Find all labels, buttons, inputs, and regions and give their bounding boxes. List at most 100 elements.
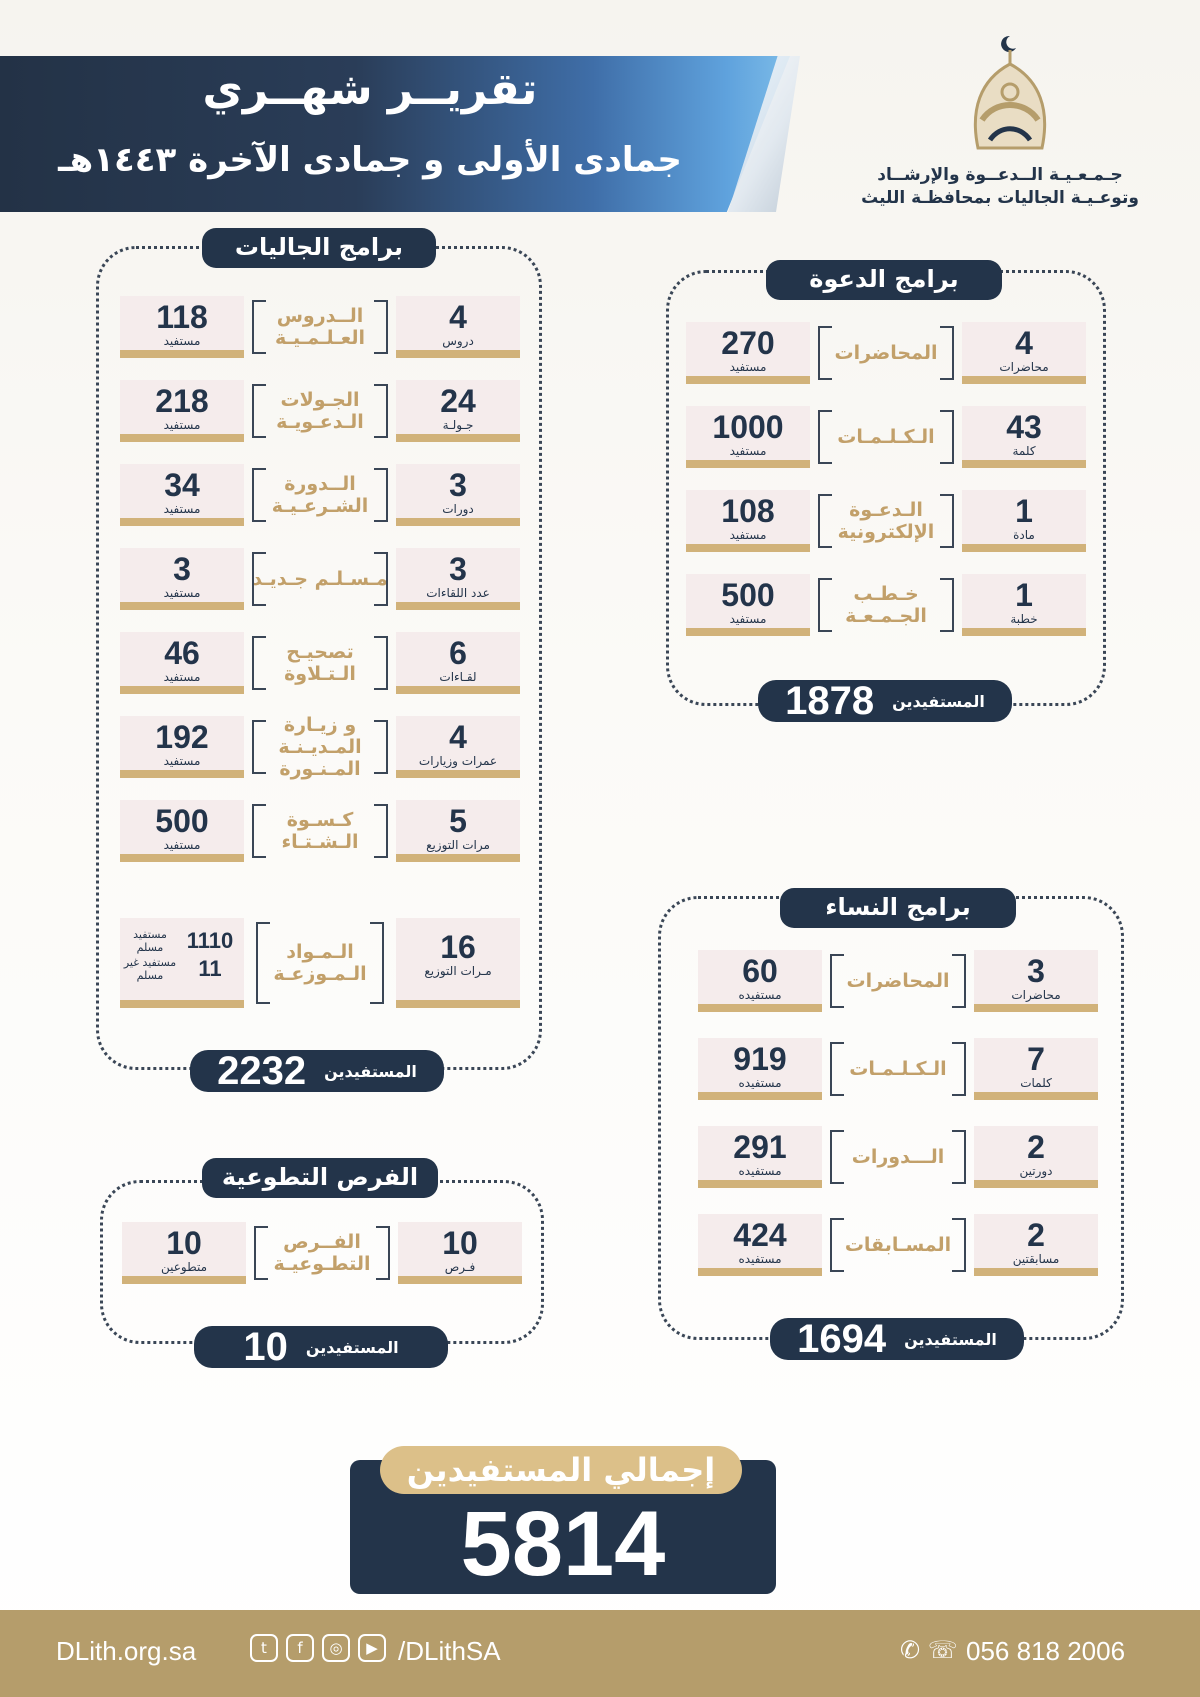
beneficiaries-cell: 1000 مستفيد xyxy=(686,406,810,468)
count-unit: عدد اللقاءات xyxy=(426,586,490,600)
program-label: المسـابقات xyxy=(830,1214,966,1276)
count-value: 3 xyxy=(1027,953,1045,989)
total-value: 1878 xyxy=(785,678,875,723)
count-value: 2 xyxy=(1027,1129,1045,1165)
non-muslim-value: 11 xyxy=(198,956,222,981)
women-row: 2 مسابقتين المسـابقات 424 مستفيده xyxy=(698,1214,1098,1276)
beneficiaries-cell: 500 مستفيد xyxy=(686,574,810,636)
jaliyat-row: 4 دروس الــدروس العـلـمـيـة 118 مستفيد xyxy=(120,296,520,358)
beneficiaries-value: 10 xyxy=(166,1225,202,1261)
beneficiaries-cell: 46 مستفيد xyxy=(120,632,244,694)
beneficiaries-value: 270 xyxy=(721,325,775,361)
count-unit: عمرات وزيارات xyxy=(418,754,498,768)
program-label: المحاضرات xyxy=(830,950,966,1012)
beneficiaries-unit: مستفيد xyxy=(729,528,767,542)
social-handle[interactable]: /DLithSA xyxy=(398,1636,501,1666)
dawah-row: 1 خطبة خـطـب الجـمـعـة 500 مستفيد xyxy=(686,574,1086,636)
count-value: 1 xyxy=(1015,577,1033,613)
beneficiaries-cell: 192 مستفيد xyxy=(120,716,244,778)
twitter-icon[interactable]: t xyxy=(250,1634,278,1662)
website-link[interactable]: DLith.org.sa xyxy=(56,1636,197,1666)
count-unit: جـولـة xyxy=(442,418,474,432)
count-unit: محاضرات xyxy=(1011,988,1061,1002)
jaliyat-row: 6 لقـاءات تصحيـح الـتـلاوة 46 مستفيد xyxy=(120,632,520,694)
beneficiaries-unit: مستفيد xyxy=(163,418,201,432)
beneficiaries-unit: مستفيد xyxy=(163,670,201,684)
count-value: 5 xyxy=(449,803,467,839)
total-label: المستفيدين xyxy=(305,1337,399,1357)
count-unit: محاضرات xyxy=(999,360,1049,374)
beneficiaries-unit: مستفيد xyxy=(163,838,201,852)
muslim-value: 1110 xyxy=(186,928,234,953)
count-cell: 6 لقـاءات xyxy=(396,632,520,694)
total-value: 10 xyxy=(243,1324,288,1369)
women-row: 7 كلمات الـكـلـمـات 919 مستفيده xyxy=(698,1038,1098,1100)
beneficiaries-value: 34 xyxy=(164,467,200,503)
social-icons: t f ◎ ▶ xyxy=(250,1634,386,1662)
count-cell: 3 دورات xyxy=(396,464,520,526)
instagram-icon[interactable]: ◎ xyxy=(322,1634,350,1662)
beneficiaries-cell: 500 مستفيد xyxy=(120,800,244,862)
program-label: الــدروس العـلـمـيـة xyxy=(252,296,388,358)
program-label: الفــرص التطـوعيـة xyxy=(254,1222,390,1284)
beneficiaries-cell: 3 مستفيد xyxy=(120,548,244,610)
dawah-total: المستفيدين 1878 xyxy=(758,678,1012,723)
count-unit: كلمات xyxy=(1020,1076,1052,1090)
program-label: الجـولات الـدعـويـة xyxy=(252,380,388,442)
jaliyat-row: 3 دورات الــدورة الشـرعـيـة 34 مستفيد xyxy=(120,464,520,526)
beneficiaries-value: 291 xyxy=(733,1129,787,1165)
program-label: تصحيـح الـتـلاوة xyxy=(252,632,388,694)
facebook-icon[interactable]: f xyxy=(286,1634,314,1662)
program-label: خـطـب الجـمـعـة xyxy=(818,574,954,636)
count-unit: لقـاءات xyxy=(439,670,477,684)
beneficiaries-value: 46 xyxy=(164,635,200,671)
women-total: المستفيدين 1694 xyxy=(770,1317,1024,1361)
program-label: الــدورة الشـرعـيـة xyxy=(252,464,388,526)
count-cell: 4 دروس xyxy=(396,296,520,358)
women-row: 3 محاضرات المحاضرات 60 مستفيده xyxy=(698,950,1098,1012)
count-unit: خطبة xyxy=(1010,612,1038,626)
beneficiaries-value: 3 xyxy=(173,551,191,587)
count-value: 16 xyxy=(440,929,476,965)
beneficiaries-value: 192 xyxy=(155,719,209,755)
footer-bar xyxy=(0,1610,1200,1697)
count-unit: كلمة xyxy=(1012,444,1036,458)
beneficiaries-cell: 10 متطوعين xyxy=(122,1222,246,1284)
program-label: الـكـلـمـات xyxy=(818,406,954,468)
program-label: الـــدورات xyxy=(830,1126,966,1188)
phone-number[interactable]: 056 818 2006 xyxy=(966,1636,1126,1666)
count-unit: مسابقتين xyxy=(1012,1252,1060,1266)
program-label: كـسـوة الـشـتـاء xyxy=(252,800,388,862)
total-value: 2232 xyxy=(217,1048,307,1093)
beneficiaries-cell: 291 مستفيده xyxy=(698,1126,822,1188)
beneficiaries-cell: 919 مستفيده xyxy=(698,1038,822,1100)
youtube-icon[interactable]: ▶ xyxy=(358,1634,386,1662)
count-value: 4 xyxy=(449,299,467,335)
muslim-unit: مستفيد مسلم xyxy=(133,928,167,954)
count-unit: مرات التوزيع xyxy=(426,838,490,852)
beneficiaries-value: 60 xyxy=(742,953,778,989)
dawah-title: برامج الدعوة xyxy=(766,260,1002,300)
org-logo xyxy=(973,35,1047,150)
count-cell: 2 مسابقتين xyxy=(974,1214,1098,1276)
jaliyat-row: 24 جـولـة الجـولات الـدعـويـة 218 مستفيد xyxy=(120,380,520,442)
women-title: برامج النساء xyxy=(780,888,1016,928)
count-cell: 16 مـرات التوزيع xyxy=(396,918,520,1008)
non-muslim-unit: مستفيد غير مسلم xyxy=(123,956,177,982)
beneficiaries-unit: مستفيد xyxy=(163,502,201,516)
jaliyat-total: المستفيدين 2232 xyxy=(190,1048,444,1093)
beneficiaries-cell: 108 مستفيد xyxy=(686,490,810,552)
beneficiaries-split-cell: 1110 11 مستفيد مسلم مستفيد غير مسلم xyxy=(120,918,244,1008)
beneficiaries-unit: مستفيده xyxy=(738,1252,782,1266)
total-label: المستفيدين xyxy=(324,1061,417,1081)
count-unit: دورتين xyxy=(1019,1164,1053,1178)
beneficiaries-cell: 118 مستفيد xyxy=(120,296,244,358)
beneficiaries-value: 218 xyxy=(155,383,209,419)
beneficiaries-cell: 424 مستفيده xyxy=(698,1214,822,1276)
header-banner xyxy=(0,56,790,212)
volunteer-title: الفرص التطوعية xyxy=(202,1158,438,1198)
jaliyat-row: 4 عمرات وزيارات و زيـارة المـديـنـة المـنـ… xyxy=(120,714,520,780)
program-label: الـمـواد الـمـوزعـة xyxy=(256,918,384,1008)
total-label: المستفيدين xyxy=(892,691,985,711)
beneficiaries-cell: 60 مستفيده xyxy=(698,950,822,1012)
